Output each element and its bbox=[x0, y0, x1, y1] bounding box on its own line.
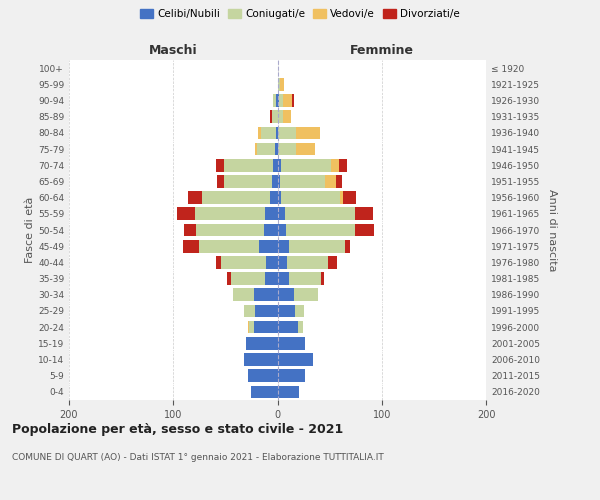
Bar bbox=[294, 288, 318, 301]
Text: Maschi: Maschi bbox=[149, 44, 197, 58]
Bar bbox=[355, 208, 373, 220]
Bar bbox=[278, 94, 283, 107]
Bar bbox=[331, 159, 339, 172]
Bar bbox=[266, 256, 277, 268]
Bar bbox=[277, 353, 313, 366]
Bar bbox=[277, 321, 298, 334]
Bar bbox=[277, 240, 289, 252]
Bar bbox=[281, 192, 340, 204]
Bar bbox=[343, 192, 356, 204]
Bar bbox=[264, 224, 277, 236]
Bar bbox=[292, 94, 294, 107]
Bar bbox=[246, 337, 277, 349]
Bar bbox=[286, 224, 355, 236]
Bar bbox=[227, 272, 230, 285]
Bar bbox=[272, 110, 277, 123]
Bar bbox=[277, 142, 296, 156]
Bar bbox=[270, 110, 272, 123]
Bar bbox=[265, 272, 277, 285]
Bar bbox=[257, 142, 275, 156]
Bar bbox=[283, 94, 292, 107]
Bar bbox=[233, 288, 254, 301]
Bar bbox=[250, 321, 254, 334]
Bar bbox=[188, 192, 202, 204]
Bar bbox=[182, 240, 199, 252]
Bar bbox=[254, 142, 257, 156]
Text: Popolazione per età, sesso e stato civile - 2021: Popolazione per età, sesso e stato civil… bbox=[12, 422, 343, 436]
Bar bbox=[277, 78, 280, 90]
Bar bbox=[283, 110, 291, 123]
Bar bbox=[281, 159, 331, 172]
Legend: Celibi/Nubili, Coniugati/e, Vedovi/e, Divorziati/e: Celibi/Nubili, Coniugati/e, Vedovi/e, Di… bbox=[136, 5, 464, 24]
Bar bbox=[274, 159, 277, 172]
Bar bbox=[277, 94, 278, 107]
Bar bbox=[325, 175, 336, 188]
Bar bbox=[298, 321, 302, 334]
Bar bbox=[277, 175, 280, 188]
Bar bbox=[216, 256, 221, 268]
Bar bbox=[202, 192, 270, 204]
Bar bbox=[277, 304, 295, 318]
Text: Femmine: Femmine bbox=[350, 44, 414, 58]
Bar bbox=[296, 126, 320, 139]
Bar bbox=[274, 94, 277, 107]
Bar bbox=[277, 386, 299, 398]
Bar bbox=[277, 110, 283, 123]
Y-axis label: Fasce di età: Fasce di età bbox=[25, 197, 35, 263]
Bar bbox=[196, 224, 264, 236]
Bar bbox=[199, 240, 259, 252]
Bar bbox=[277, 288, 294, 301]
Bar bbox=[289, 240, 345, 252]
Bar bbox=[254, 288, 277, 301]
Bar bbox=[328, 256, 337, 268]
Y-axis label: Anni di nascita: Anni di nascita bbox=[547, 188, 557, 271]
Bar bbox=[285, 208, 355, 220]
Bar bbox=[248, 370, 277, 382]
Bar bbox=[277, 126, 296, 139]
Bar bbox=[221, 256, 266, 268]
Bar bbox=[259, 240, 277, 252]
Bar bbox=[261, 126, 277, 139]
Bar bbox=[277, 192, 281, 204]
Bar bbox=[275, 142, 277, 156]
Bar bbox=[321, 272, 325, 285]
Bar bbox=[340, 192, 343, 204]
Bar bbox=[270, 192, 277, 204]
Bar bbox=[216, 159, 224, 172]
Bar bbox=[336, 175, 342, 188]
Bar bbox=[355, 224, 374, 236]
Bar bbox=[224, 175, 272, 188]
Bar bbox=[289, 272, 321, 285]
Bar bbox=[244, 304, 254, 318]
Bar bbox=[230, 272, 265, 285]
Bar bbox=[272, 175, 277, 188]
Bar bbox=[339, 159, 347, 172]
Bar bbox=[248, 321, 250, 334]
Bar bbox=[254, 321, 277, 334]
Bar bbox=[295, 304, 304, 318]
Bar bbox=[277, 272, 289, 285]
Bar bbox=[277, 159, 281, 172]
Bar bbox=[178, 208, 195, 220]
Bar bbox=[251, 386, 277, 398]
Bar bbox=[277, 224, 286, 236]
Bar bbox=[195, 208, 265, 220]
Bar bbox=[277, 370, 305, 382]
Bar bbox=[265, 208, 277, 220]
Bar bbox=[244, 353, 277, 366]
Bar bbox=[277, 208, 285, 220]
Text: COMUNE DI QUART (AO) - Dati ISTAT 1° gennaio 2021 - Elaborazione TUTTITALIA.IT: COMUNE DI QUART (AO) - Dati ISTAT 1° gen… bbox=[12, 452, 384, 462]
Bar bbox=[184, 224, 196, 236]
Bar bbox=[296, 142, 315, 156]
Bar bbox=[277, 337, 305, 349]
Bar bbox=[345, 240, 350, 252]
Bar bbox=[217, 175, 224, 188]
Bar bbox=[277, 256, 287, 268]
Bar bbox=[224, 159, 274, 172]
Bar bbox=[280, 78, 284, 90]
Bar bbox=[254, 304, 277, 318]
Bar bbox=[280, 175, 325, 188]
Bar bbox=[257, 126, 261, 139]
Bar bbox=[287, 256, 328, 268]
